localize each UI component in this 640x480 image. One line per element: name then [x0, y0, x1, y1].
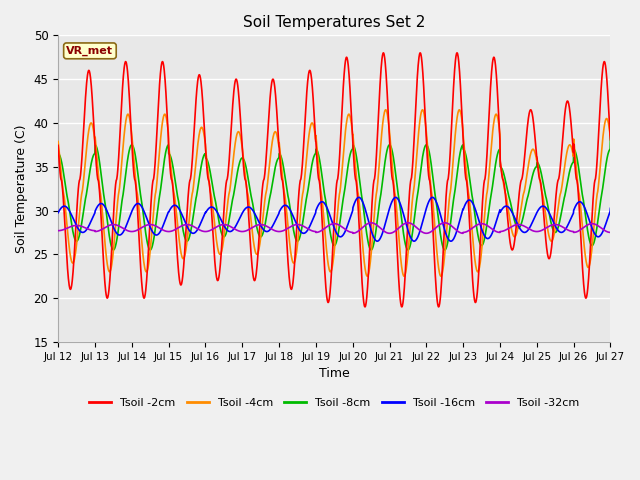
- Title: Soil Temperatures Set 2: Soil Temperatures Set 2: [243, 15, 426, 30]
- X-axis label: Time: Time: [319, 367, 349, 380]
- Y-axis label: Soil Temperature (C): Soil Temperature (C): [15, 124, 28, 253]
- Text: VR_met: VR_met: [67, 46, 113, 56]
- Legend: Tsoil -2cm, Tsoil -4cm, Tsoil -8cm, Tsoil -16cm, Tsoil -32cm: Tsoil -2cm, Tsoil -4cm, Tsoil -8cm, Tsoi…: [84, 394, 584, 412]
